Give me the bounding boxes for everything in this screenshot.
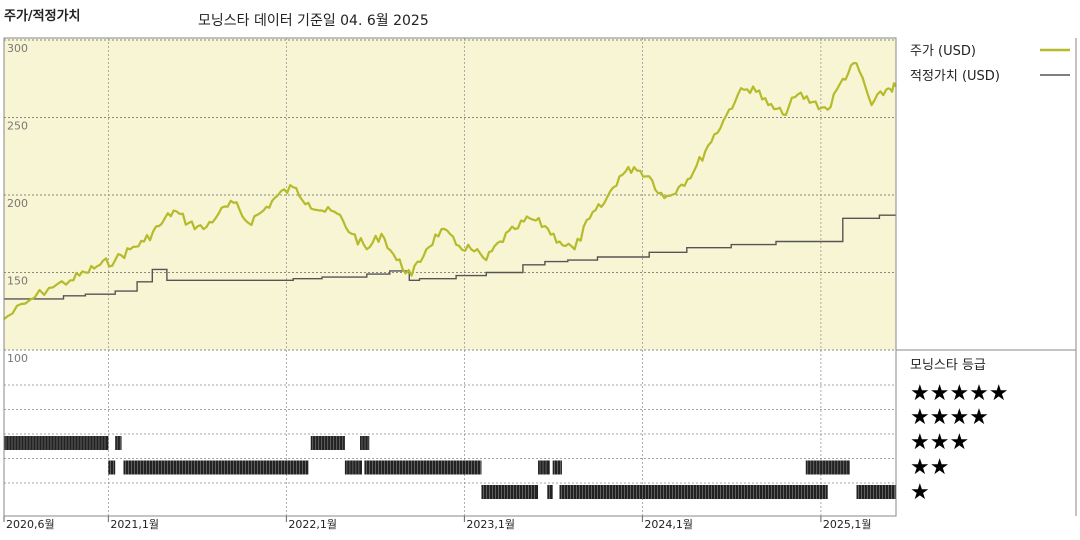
rating-bar — [115, 436, 122, 450]
x-tick-label: 2023,1월 — [466, 518, 515, 531]
rating-5-stars: ★★★★★ — [910, 381, 1009, 406]
rating-3-stars: ★★★ — [910, 430, 969, 455]
price-line — [3, 61, 897, 320]
rating-bar — [547, 485, 553, 499]
chart-title: 주가/적정가치 — [4, 8, 81, 24]
rating-2-stars: ★★ — [910, 455, 949, 480]
rating-panel-title: 모닝스타 등급 — [910, 358, 986, 373]
y-tick-label: 150 — [7, 275, 28, 288]
x-tick-label: 2024,1월 — [644, 518, 693, 531]
rating-bar — [344, 460, 362, 475]
x-tick-label: 2021,1월 — [110, 518, 159, 531]
y-tick-label: 200 — [7, 197, 28, 210]
rating-bar — [364, 460, 482, 475]
y-tick-label: 250 — [7, 120, 28, 133]
rating-row-gridlines — [4, 384, 896, 484]
x-tick-label: 2022,1월 — [288, 518, 337, 531]
rating-bars — [4, 436, 896, 499]
legend-fair-value-label: 적정가치 (USD) — [910, 69, 1000, 84]
fair-value-line — [4, 214, 896, 300]
rating-bar — [108, 460, 116, 475]
legend-price-label: 주가 (USD) — [910, 44, 976, 59]
rating-4-stars: ★★★★ — [910, 405, 989, 430]
rating-bar — [123, 460, 309, 475]
data-date-subtitle: 모닝스타 데이터 기준일 04. 6월 2025 — [198, 13, 429, 29]
y-tick-labels: 100 150 200 250 300 — [7, 42, 28, 365]
x-tick-labels: 2020,6월 2021,1월 2022,1월 2023,1월 2024,1월 2025,… — [3, 516, 872, 531]
x-tick-label: 2025,1월 — [823, 518, 872, 531]
rating-bar — [360, 436, 370, 450]
rating-bar — [481, 485, 539, 499]
rating-bar — [552, 460, 562, 475]
y-tick-label: 100 — [7, 352, 28, 365]
price-panel-bg — [4, 38, 896, 350]
y-tick-label: 300 — [7, 42, 28, 55]
rating-1-star: ★ — [910, 480, 930, 505]
rating-bar — [538, 460, 550, 475]
x-tick-label: 2020,6월 — [6, 518, 55, 531]
rating-bar — [805, 460, 850, 475]
